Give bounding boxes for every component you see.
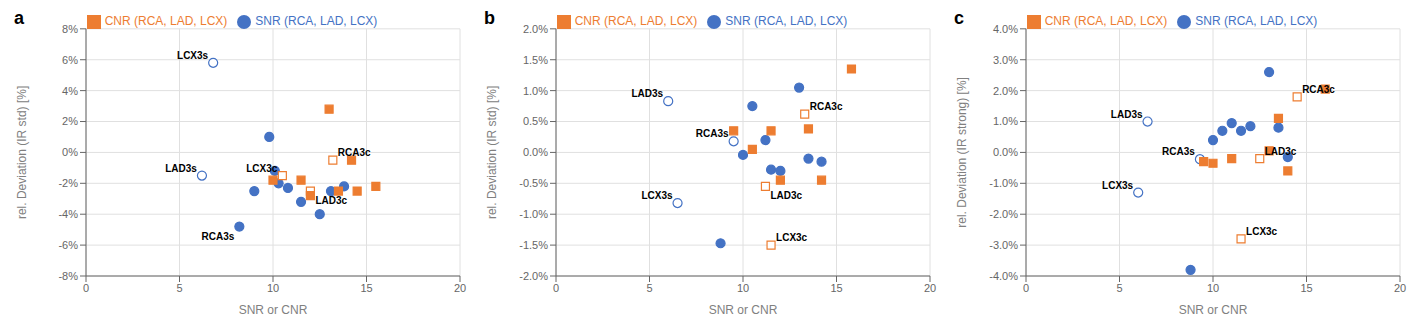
svg-text:10: 10 [1207,282,1219,294]
svg-text:SNR or CNR: SNR or CNR [239,303,308,317]
svg-text:15: 15 [830,282,842,294]
svg-text:RCA3c: RCA3c [810,101,843,112]
svg-text:-8%: -8% [58,270,78,282]
svg-text:rel. Deviation (IR std) [%]: rel. Deviation (IR std) [%] [485,86,499,219]
svg-text:RCA3s: RCA3s [1162,146,1195,157]
svg-text:RCA3c: RCA3c [1302,84,1335,95]
svg-text:LAD3s: LAD3s [165,163,197,174]
svg-text:4%: 4% [62,85,78,97]
svg-text:0.0%: 0.0% [993,146,1018,158]
svg-text:RCA3c: RCA3c [338,147,371,158]
svg-text:0: 0 [1023,282,1029,294]
svg-text:3.0%: 3.0% [993,54,1018,66]
html-text:CNR (RCA, LAD, LCX): CNR (RCA, LAD, LCX) [574,14,698,28]
svg-text:LCX3c: LCX3c [1246,226,1278,237]
svg-text:-0.5%: -0.5% [519,177,548,189]
svg-text:5: 5 [646,282,652,294]
svg-text:1.0%: 1.0% [993,115,1018,127]
svg-text:2.0%: 2.0% [993,85,1018,97]
svg-text:20: 20 [1394,282,1406,294]
svg-text:15: 15 [360,282,372,294]
svg-text:5: 5 [176,282,182,294]
svg-text:10: 10 [737,282,749,294]
svg-text:0: 0 [553,282,559,294]
svg-text:0.5%: 0.5% [523,115,548,127]
svg-text:-4.0%: -4.0% [989,270,1018,282]
svg-text:-6%: -6% [58,239,78,251]
svg-text:-2.0%: -2.0% [989,208,1018,220]
svg-text:LAD3c: LAD3c [315,195,347,206]
svg-text:LAD3c: LAD3c [770,190,802,201]
svg-text:8%: 8% [62,23,78,35]
svg-text:-4%: -4% [58,208,78,220]
html-text:SNR (RCA, LAD, LCX): SNR (RCA, LAD, LCX) [1195,14,1318,28]
svg-text:LCX3c: LCX3c [776,232,808,243]
svg-text:LCX3s: LCX3s [1102,180,1134,191]
svg-text:RCA3s: RCA3s [696,128,729,139]
svg-text:-2%: -2% [58,177,78,189]
svg-text:LCX3s: LCX3s [641,190,673,201]
svg-text:0%: 0% [62,146,78,158]
svg-text:-2.0%: -2.0% [519,270,548,282]
svg-text:-1.0%: -1.0% [519,208,548,220]
html-text:b: b [484,8,495,28]
svg-text:5: 5 [1116,282,1122,294]
svg-text:LAD3c: LAD3c [1265,146,1297,157]
svg-text:0: 0 [83,282,89,294]
svg-text:RCA3s: RCA3s [202,231,235,242]
svg-text:SNR or CNR: SNR or CNR [709,303,778,317]
html-text:SNR (RCA, LAD, LCX): SNR (RCA, LAD, LCX) [255,14,378,28]
svg-text:LAD3s: LAD3s [632,88,664,99]
html-text:SNR (RCA, LAD, LCX): SNR (RCA, LAD, LCX) [725,14,848,28]
svg-text:10: 10 [267,282,279,294]
html-text:CNR (RCA, LAD, LCX): CNR (RCA, LAD, LCX) [1044,14,1168,28]
svg-text:1.5%: 1.5% [523,54,548,66]
svg-text:LAD3s: LAD3s [1111,109,1143,120]
svg-text:rel. Deviation (IR strong) [%]: rel. Deviation (IR strong) [%] [955,77,969,228]
svg-text:15: 15 [1300,282,1312,294]
svg-text:4.0%: 4.0% [993,23,1018,35]
html-text:CNR (RCA, LAD, LCX): CNR (RCA, LAD, LCX) [104,14,228,28]
svg-text:SNR or CNR: SNR or CNR [1179,303,1248,317]
html-text:c: c [954,8,964,28]
html-text:a: a [14,8,24,28]
svg-text:2.0%: 2.0% [523,23,548,35]
svg-text:LCX3c: LCX3c [246,163,278,174]
svg-text:2%: 2% [62,115,78,127]
svg-text:20: 20 [454,282,466,294]
svg-text:6%: 6% [62,54,78,66]
svg-text:1.0%: 1.0% [523,85,548,97]
svg-text:-1.5%: -1.5% [519,239,548,251]
svg-text:rel. Deviation (IR std) [%]: rel. Deviation (IR std) [%] [15,86,29,219]
svg-text:20: 20 [924,282,936,294]
svg-text:-1.0%: -1.0% [989,177,1018,189]
svg-text:LCX3s: LCX3s [177,50,209,61]
svg-text:-3.0%: -3.0% [989,239,1018,251]
svg-text:0.0%: 0.0% [523,146,548,158]
